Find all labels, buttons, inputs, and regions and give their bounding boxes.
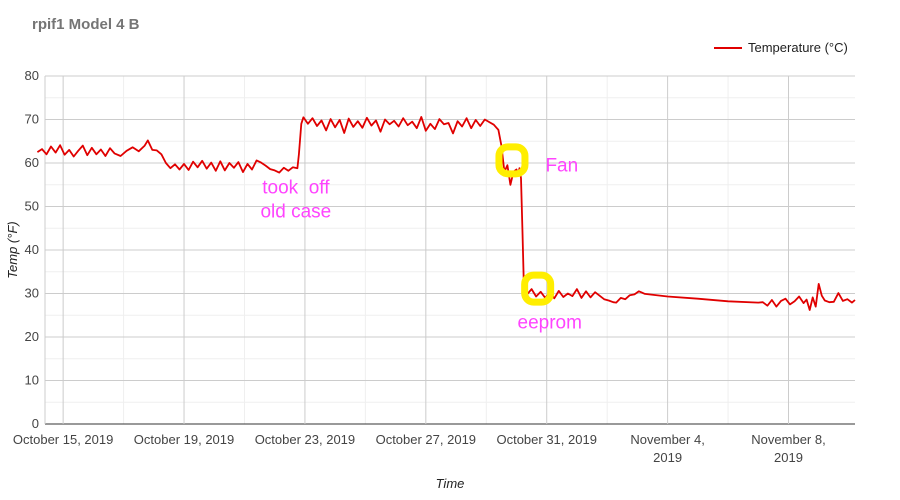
x-tick-label: October 27, 2019	[376, 432, 476, 447]
y-tick-label: 30	[25, 286, 39, 301]
legend[interactable]: Temperature (°C)	[714, 40, 848, 55]
y-tick-label: 50	[25, 199, 39, 214]
x-tick-label: November 8, 2019	[751, 432, 825, 465]
x-tick-label: October 15, 2019	[13, 432, 113, 447]
highlight-circle	[495, 143, 529, 178]
y-tick-label: 40	[25, 242, 39, 257]
y-tick-label: 60	[25, 155, 39, 170]
legend-label: Temperature (°C)	[748, 40, 848, 55]
annotation-text: took off old case	[260, 177, 331, 222]
y-axis-title: Temp (°F)	[5, 221, 20, 278]
y-tick-label: 20	[25, 329, 39, 344]
x-tick-label: October 19, 2019	[134, 432, 234, 447]
x-tick-label: November 4, 2019	[630, 432, 704, 465]
x-tick-label: October 31, 2019	[496, 432, 596, 447]
y-tick-label: 80	[25, 68, 39, 83]
chart-title: rpif1 Model 4 B	[32, 16, 140, 33]
annotation-text: Fan	[545, 156, 578, 177]
highlight-circle	[521, 271, 555, 306]
x-tick-label: October 23, 2019	[255, 432, 355, 447]
series-line	[36, 116, 856, 311]
y-tick-label: 10	[25, 373, 39, 388]
annotation-text: eeprom	[518, 312, 582, 333]
y-tick-label: 0	[32, 416, 39, 431]
legend-swatch	[714, 46, 742, 49]
x-axis-title: Time	[436, 476, 465, 491]
y-tick-label: 70	[25, 112, 39, 127]
